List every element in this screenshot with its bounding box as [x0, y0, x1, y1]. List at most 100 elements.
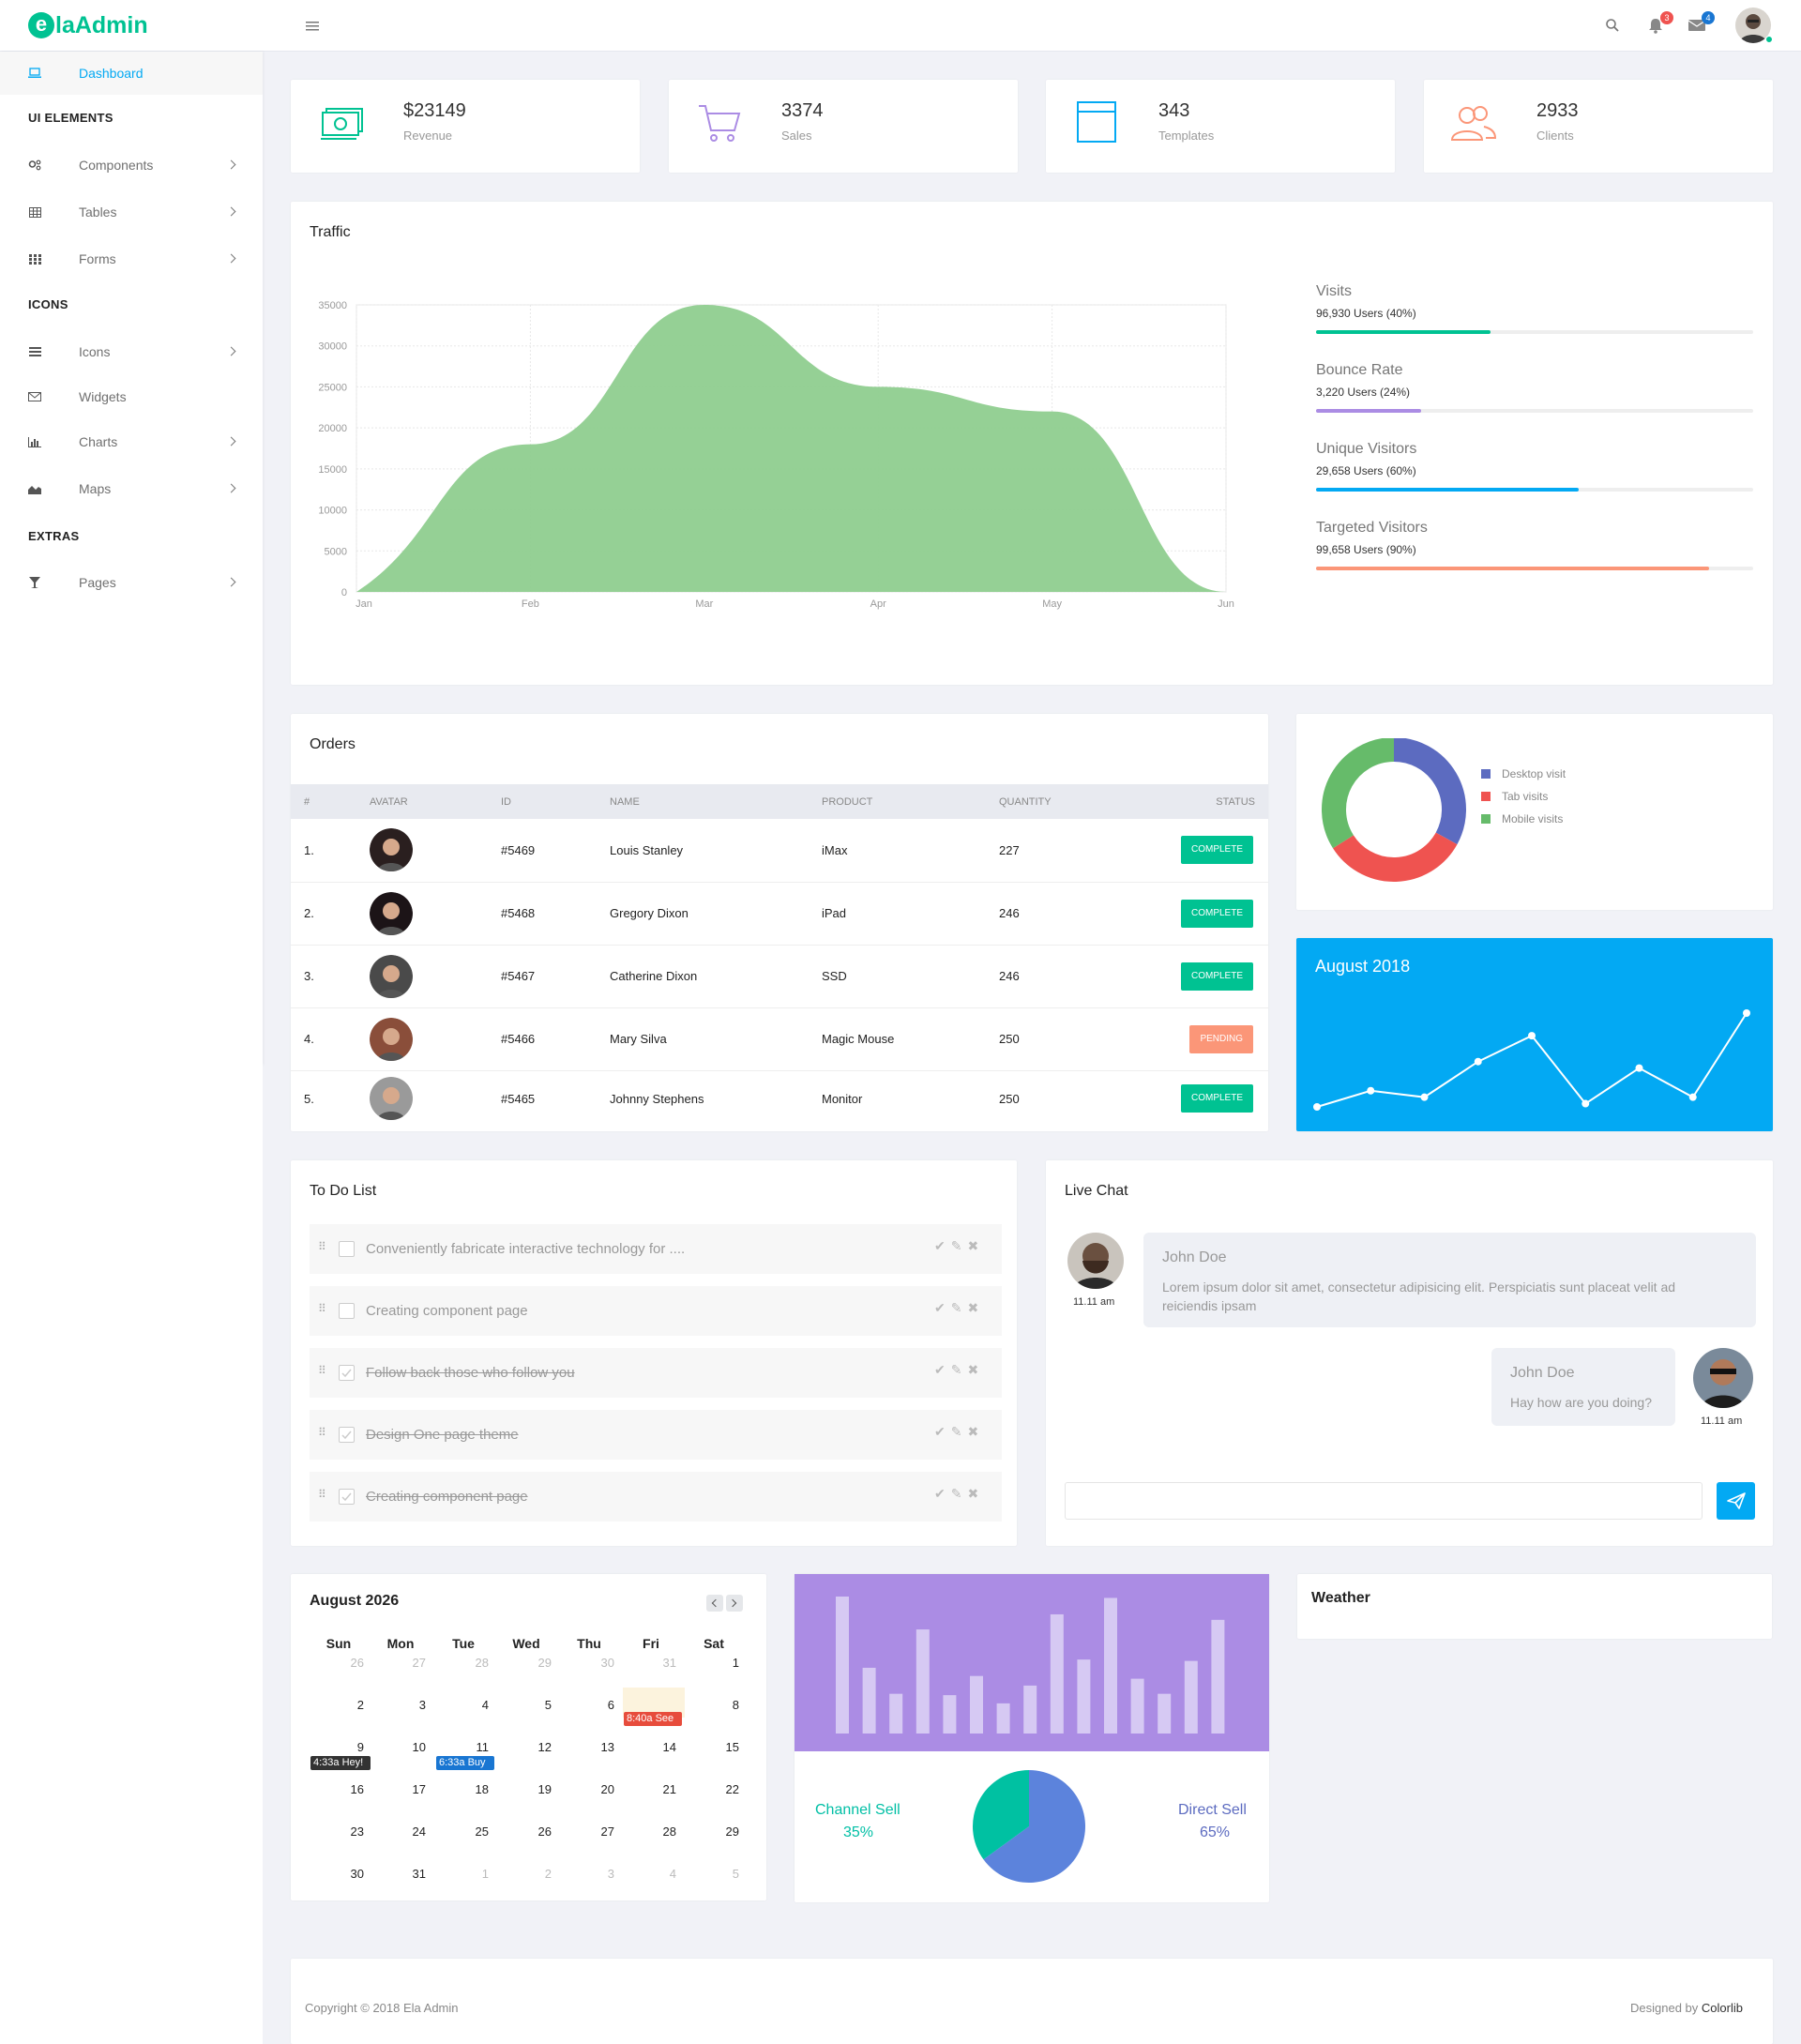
calendar-day[interactable]: 23	[350, 1824, 364, 1839]
sidebar-item-widgets[interactable]: Widgets	[0, 375, 263, 418]
stat-value: $23149	[403, 100, 466, 121]
sidebar-item-forms[interactable]: Forms	[0, 237, 263, 280]
todo-checkbox[interactable]	[339, 1365, 355, 1381]
calendar-event[interactable]: 6:33a Buy	[436, 1756, 494, 1770]
progress-label: Visits	[1316, 283, 1352, 299]
drag-handle-icon[interactable]: ⠿	[318, 1302, 326, 1315]
check-icon[interactable]: ✔	[934, 1300, 951, 1315]
legend-label: Mobile visits	[1502, 812, 1564, 825]
menu-toggle-icon[interactable]	[306, 20, 319, 31]
legend-label: Desktop visit	[1502, 767, 1566, 780]
calendar-day[interactable]: 6	[607, 1698, 614, 1712]
check-icon[interactable]: ✔	[934, 1238, 951, 1253]
delete-icon[interactable]: ✖	[967, 1424, 985, 1439]
calendar-day[interactable]: 9	[356, 1740, 364, 1754]
calendar-day[interactable]: 29	[537, 1656, 552, 1670]
calendar-day[interactable]: 4	[481, 1698, 489, 1712]
calendar-day[interactable]: 21	[662, 1782, 676, 1796]
calendar-event[interactable]: 8:40a See	[624, 1712, 682, 1726]
todo-item: ⠿ Creating component page ✔✎✖	[310, 1286, 1002, 1336]
calendar-event[interactable]: 4:33a Hey!	[310, 1756, 371, 1770]
calendar-day[interactable]: 5	[732, 1867, 739, 1881]
calendar-day[interactable]: 16	[350, 1782, 364, 1796]
calendar-day[interactable]: 28	[662, 1824, 676, 1839]
todo-checkbox[interactable]	[339, 1241, 355, 1257]
august-line-card: August 2018	[1296, 938, 1773, 1131]
calendar-day[interactable]: 12	[537, 1740, 552, 1754]
calendar-day[interactable]: 5	[544, 1698, 552, 1712]
sidebar-item-components[interactable]: Components	[0, 144, 263, 187]
notification-bell-icon[interactable]	[1647, 17, 1664, 34]
calendar-day[interactable]: 18	[475, 1782, 489, 1796]
drag-handle-icon[interactable]: ⠿	[318, 1240, 326, 1253]
brand-logo[interactable]: e laAdmin	[28, 11, 148, 39]
sidebar-item-tables[interactable]: Tables	[0, 190, 263, 234]
calendar-day[interactable]: 17	[412, 1782, 426, 1796]
calendar-day[interactable]: 29	[725, 1824, 739, 1839]
calendar-day[interactable]: 3	[418, 1698, 426, 1712]
drag-handle-icon[interactable]: ⠿	[318, 1488, 326, 1501]
calendar-day[interactable]: 15	[725, 1740, 739, 1754]
calendar-day[interactable]: 28	[475, 1656, 489, 1670]
todo-checkbox[interactable]	[339, 1427, 355, 1443]
progress-fill	[1316, 488, 1579, 492]
todo-checkbox[interactable]	[339, 1303, 355, 1319]
calendar-day[interactable]: 31	[662, 1656, 676, 1670]
drag-handle-icon[interactable]: ⠿	[318, 1426, 326, 1439]
calendar-day[interactable]: 8	[732, 1698, 739, 1712]
august-line-chart	[1313, 1009, 1750, 1111]
calendar-day[interactable]: 26	[350, 1656, 364, 1670]
chat-message-input[interactable]	[1065, 1482, 1703, 1520]
calendar-day[interactable]: 4	[669, 1867, 676, 1881]
sidebar-item-maps[interactable]: Maps	[0, 467, 263, 510]
edit-icon[interactable]: ✎	[950, 1238, 968, 1253]
check-icon[interactable]: ✔	[934, 1362, 951, 1377]
delete-icon[interactable]: ✖	[967, 1238, 985, 1253]
calendar-day[interactable]: 20	[600, 1782, 614, 1796]
calendar-day[interactable]: 30	[350, 1867, 364, 1881]
pie-slice	[973, 1770, 1029, 1860]
calendar-day[interactable]: 11	[476, 1740, 490, 1754]
calendar-day[interactable]: 2	[544, 1867, 552, 1881]
user-avatar[interactable]	[1735, 8, 1771, 43]
send-message-button[interactable]	[1717, 1482, 1755, 1520]
calendar-day[interactable]: 1	[732, 1656, 739, 1670]
check-icon[interactable]: ✔	[934, 1486, 951, 1501]
calendar-day[interactable]: 31	[412, 1867, 426, 1881]
calendar-day[interactable]: 10	[412, 1740, 426, 1754]
calendar-day[interactable]: 24	[412, 1824, 426, 1839]
edit-icon[interactable]: ✎	[950, 1300, 968, 1315]
sidebar-item-pages[interactable]: Pages	[0, 561, 263, 604]
delete-icon[interactable]: ✖	[967, 1486, 985, 1501]
check-icon[interactable]: ✔	[934, 1424, 951, 1439]
bar	[862, 1667, 876, 1734]
mail-icon[interactable]	[1687, 19, 1706, 32]
edit-icon[interactable]: ✎	[950, 1424, 968, 1439]
calendar-day[interactable]: 2	[356, 1698, 364, 1712]
calendar-day[interactable]: 3	[607, 1867, 614, 1881]
calendar-day[interactable]: 30	[600, 1656, 614, 1670]
calendar-day[interactable]: 27	[412, 1656, 426, 1670]
designer-link[interactable]: Colorlib	[1701, 2001, 1743, 2015]
delete-icon[interactable]: ✖	[967, 1300, 985, 1315]
sidebar-item-icons[interactable]: Icons	[0, 330, 263, 373]
calendar-day[interactable]: 14	[662, 1740, 676, 1754]
todo-checkbox[interactable]	[339, 1489, 355, 1505]
calendar-day[interactable]: 26	[537, 1824, 552, 1839]
calendar-day[interactable]: 22	[725, 1782, 739, 1796]
calendar-prev-button[interactable]	[706, 1595, 723, 1612]
sidebar-item-dashboard[interactable]: Dashboard	[0, 52, 263, 95]
sidebar-item-charts[interactable]: Charts	[0, 420, 263, 463]
calendar-day[interactable]: 13	[600, 1740, 614, 1754]
calendar-next-button[interactable]	[726, 1595, 743, 1612]
calendar-day[interactable]: 1	[481, 1867, 489, 1881]
edit-icon[interactable]: ✎	[950, 1362, 968, 1377]
drag-handle-icon[interactable]: ⠿	[318, 1364, 326, 1377]
calendar-day[interactable]: 27	[600, 1824, 614, 1839]
calendar-day[interactable]: 25	[475, 1824, 489, 1839]
calendar-day[interactable]: 19	[537, 1782, 552, 1796]
search-icon[interactable]	[1605, 18, 1620, 33]
calendar-title: August 2026	[310, 1593, 400, 1609]
delete-icon[interactable]: ✖	[967, 1362, 985, 1377]
edit-icon[interactable]: ✎	[950, 1486, 968, 1501]
